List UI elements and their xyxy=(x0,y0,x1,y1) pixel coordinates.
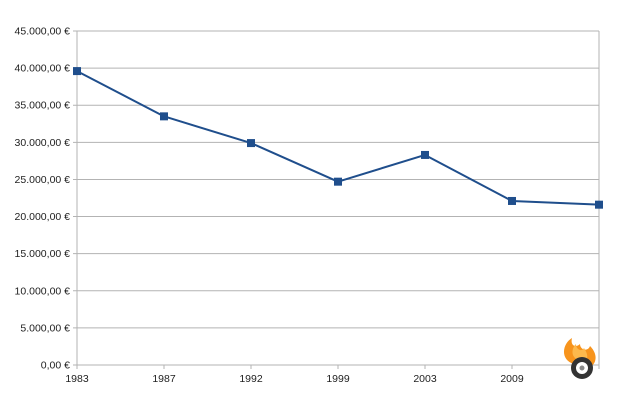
y-tick-label: 35.000,00 € xyxy=(15,100,71,112)
data-point-marker xyxy=(508,196,516,205)
data-point-marker xyxy=(595,200,603,209)
data-point-marker xyxy=(73,67,81,76)
x-tick-label: 2003 xyxy=(413,373,437,385)
y-tick-label: 20.000,00 € xyxy=(15,211,71,223)
x-tick-label: 1987 xyxy=(152,373,176,385)
data-point-marker xyxy=(160,112,168,121)
grid xyxy=(73,30,599,366)
x-tick-label: 1983 xyxy=(65,373,89,385)
y-tick-label: 30.000,00 € xyxy=(15,137,71,149)
data-point-marker xyxy=(421,150,429,159)
series-price xyxy=(73,67,603,209)
tire-flame-logo xyxy=(564,338,596,379)
data-point-marker xyxy=(247,139,255,148)
x-tick-label: 1992 xyxy=(239,373,263,385)
y-tick-label: 5.000,00 € xyxy=(20,322,70,334)
x-axis-tick-labels: 1983 1987 1992 1999 2003 2009 xyxy=(65,373,524,385)
x-tick-label: 2009 xyxy=(500,373,524,385)
y-tick-label: 40.000,00 € xyxy=(15,63,71,75)
y-tick-label: 25.000,00 € xyxy=(15,174,71,186)
axes xyxy=(76,31,600,369)
y-tick-label: 15.000,00 € xyxy=(15,248,71,260)
y-axis-tick-labels: 0,00 € 5.000,00 € 10.000,00 € 15.000,00 € 20… xyxy=(15,26,71,372)
tire-hub xyxy=(579,365,585,371)
x-tick-label: 1999 xyxy=(326,373,350,385)
y-tick-label: 10.000,00 € xyxy=(15,285,71,297)
y-tick-label: 0,00 € xyxy=(41,360,70,372)
y-tick-label: 45.000,00 € xyxy=(15,26,71,38)
data-point-marker xyxy=(334,177,342,186)
